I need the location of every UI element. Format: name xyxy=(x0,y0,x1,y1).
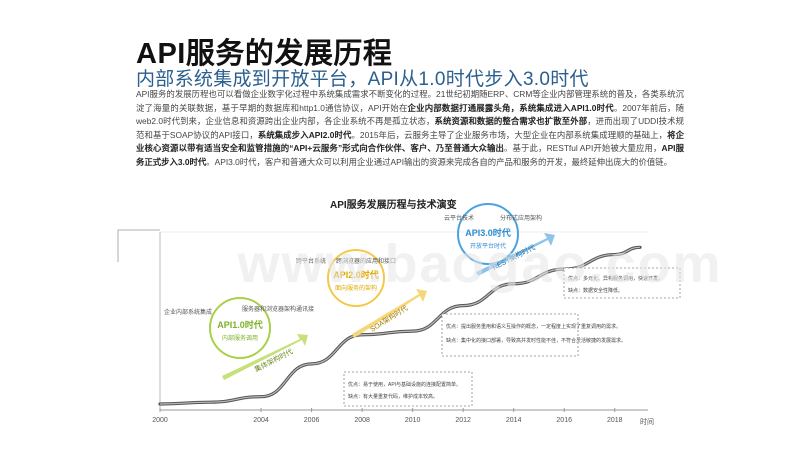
body-p4: 。2015年后，云服务主导了企业服务市场，大型企业在内部系统集成理顺的基础上， xyxy=(351,129,668,140)
note-3-pros: 优点：多元化、异构服务调用，快速开发。 xyxy=(568,275,663,282)
body-p4b: 将企业核心资源以带有适当安全和监管措施的“API+云服务”形式向合作伙伴、客户、… xyxy=(136,129,684,154)
x-tick-label: 2006 xyxy=(304,417,320,424)
era-2-name: API2.0时代 xyxy=(333,269,379,280)
growth-curve-shadow xyxy=(159,246,641,405)
chart-title: API服务发展历程与技术演变 xyxy=(330,200,457,211)
tech-label-2: 服务器和浏览器架构通讯接 xyxy=(242,305,314,313)
body-p5b: API服务正式步入3.0时代 xyxy=(136,143,685,167)
x-tick-label: 2010 xyxy=(405,417,421,424)
watermark: www.baogao.com xyxy=(236,234,722,294)
body-p2b: 系统资源和数据的整合需求也扩散至外部 xyxy=(434,116,588,127)
x-ticks: 2000 2004 2006 2008 2010 2012 2014 2016 2018 xyxy=(152,408,623,424)
x-tick-label: 2008 xyxy=(354,417,370,424)
tech-label-6: 分布式应用架构 xyxy=(500,214,542,222)
era-1-sub: 内部服务调用 xyxy=(222,334,258,342)
body-p6: 。API3.0时代，客户和普通大众可以利用企业通过API输出的资源来完成各自的产… xyxy=(206,156,673,167)
x-tick-label: 2018 xyxy=(607,417,623,424)
era-bubble-3 xyxy=(457,203,519,265)
x-axis-label: 时间 xyxy=(640,417,654,426)
tech-label-3: 跨平台系统 xyxy=(296,257,326,265)
tech-label-4: 跨浏览器的应用和接口 xyxy=(336,257,396,265)
x-tick-label: 2012 xyxy=(455,417,471,424)
note-1-pros: 优点：易于使用，API与基础设施的连接配置简单。 xyxy=(348,381,461,388)
page-subtitle: 内部系统集成到开放平台，API从1.0时代步入3.0时代 xyxy=(136,69,589,90)
tech-label-5: 云平台技术 xyxy=(444,214,474,222)
era-bubble-1 xyxy=(209,297,271,359)
body-p3b: 系统集成步入API2.0时代 xyxy=(257,129,352,140)
body-text: API服务的发展历程也可以看做企业数字化过程中系统集成需求不断变化的过程。21世… xyxy=(136,88,684,170)
x-tick-label: 2014 xyxy=(506,417,522,424)
era-2-sub: 面向服务的架构 xyxy=(335,284,377,292)
era-3-sub: 开放平台时代 xyxy=(470,242,506,250)
arrow-2-label: SOA架构时代 xyxy=(368,303,409,333)
body-p1b: 企业内部数据打通展露头角，系统集成进入API1.0时代 xyxy=(407,102,614,113)
tech-label-1: 企业内部系统集成 xyxy=(164,308,212,316)
body-p5: 。基于此，RESTful API开始被大量应用， xyxy=(504,143,662,154)
note-3-cons: 缺点：数据安全性降低。 xyxy=(568,287,623,294)
body-p3: ，进而出现了UDDI技术规范和基于SOAP协议的API接口， xyxy=(136,116,684,140)
era-3-name: API3.0时代 xyxy=(465,227,511,238)
note-box-3 xyxy=(563,267,681,299)
era-1-name: API1.0时代 xyxy=(217,319,263,330)
bracket-line-left xyxy=(117,229,160,262)
page-title: API服务的发展历程 xyxy=(136,38,393,70)
x-tick-label: 2000 xyxy=(152,417,168,424)
body-p1: API服务的发展历程也可以看做企业数字化过程中系统集成需求不断变化的过程。21世… xyxy=(136,89,684,113)
body-p2: 。2007年前后，随web2.0时代到来，企业信息和资源跨出企业内部，各企业系统… xyxy=(136,102,684,127)
note-2-cons: 缺点：集中化的接口部署，导致高并发时性能不佳，不符合灵活敏捷的发展需求。 xyxy=(446,337,626,344)
note-1-cons: 缺点：有大量重复代码，维护成本较高。 xyxy=(348,393,438,400)
x-tick-label: 2004 xyxy=(253,417,269,424)
note-box-1 xyxy=(343,371,473,407)
note-2-pros: 优点：提出服务重用和语义互操作的概念，一定程度上实现了重复调用的需求。 xyxy=(446,323,621,330)
x-tick-label: 2016 xyxy=(556,417,572,424)
era-bubble-2 xyxy=(327,249,385,307)
note-box-2 xyxy=(441,313,579,357)
